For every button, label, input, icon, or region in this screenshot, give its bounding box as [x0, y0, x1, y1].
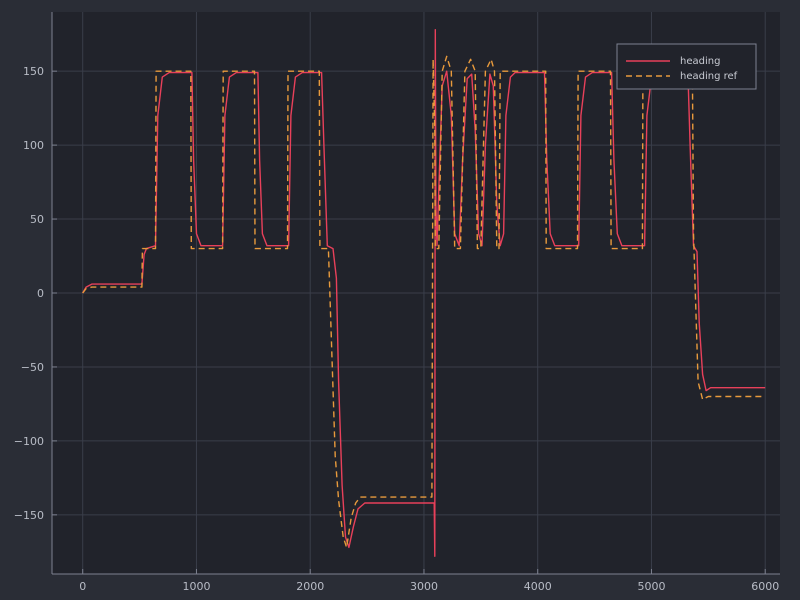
x-tick-label: 2000 [296, 580, 324, 593]
x-tick-label: 1000 [182, 580, 210, 593]
x-tick-label: 3000 [410, 580, 438, 593]
x-tick-label: 0 [79, 580, 86, 593]
x-tick-label: 5000 [637, 580, 665, 593]
y-tick-label: 100 [23, 139, 44, 152]
axes [51, 12, 780, 575]
grid [52, 12, 780, 574]
y-tick-label: −100 [14, 435, 44, 448]
series-line-heading-ref [82, 55, 766, 549]
legend-box [616, 43, 757, 90]
y-tick-label: −50 [21, 361, 44, 374]
y-tick-label: 150 [23, 65, 44, 78]
y-tick-label: 50 [30, 213, 44, 226]
x-tick-label: 6000 [751, 580, 779, 593]
x-tick-label: 4000 [524, 580, 552, 593]
y-tick-label: −150 [14, 509, 44, 522]
legend: heading heading ref [616, 43, 757, 90]
series-layer [82, 29, 766, 557]
y-tick-label: 0 [37, 287, 44, 300]
legend-label-heading: heading [680, 56, 720, 67]
tick-labels: 0 1000 2000 3000 4000 5000 6000 −150 −100 −50 0 50 1… [14, 65, 779, 593]
legend-label-heading-ref: heading ref [680, 71, 738, 82]
